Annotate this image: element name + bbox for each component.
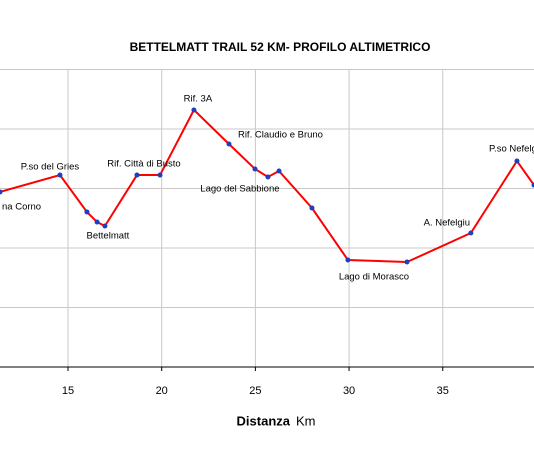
x-axis-label: Distanza — [237, 413, 291, 428]
point-label: A. Nefelgiu — [424, 218, 470, 229]
point-label: Lago di Morasco — [339, 272, 409, 283]
marker — [252, 166, 258, 172]
point-label: Rif. Città di Busto — [107, 159, 180, 170]
marker — [134, 172, 140, 178]
marker — [404, 259, 410, 265]
marker — [57, 172, 63, 178]
point-label: Rif. Claudio e Bruno — [238, 130, 323, 141]
marker — [468, 230, 474, 236]
marker — [84, 209, 90, 215]
point-label: Bettelmatt — [87, 231, 130, 242]
marker — [309, 205, 315, 211]
marker — [226, 141, 232, 147]
x-axis-unit: Km — [296, 413, 316, 428]
point-label: Rif. 3A — [184, 93, 213, 104]
marker — [0, 189, 3, 195]
marker — [157, 172, 163, 178]
marker — [265, 174, 271, 180]
chart-title: BETTELMATT TRAIL 52 KM- PROFILO ALTIMETR… — [130, 40, 431, 54]
marker — [345, 257, 351, 263]
marker — [514, 158, 520, 164]
marker — [94, 219, 100, 225]
marker — [191, 107, 197, 113]
marker — [531, 182, 534, 188]
point-label: P.so Nefelgiu — [489, 144, 534, 155]
x-tick-label: 35 — [437, 385, 449, 397]
x-tick-label: 30 — [343, 385, 355, 397]
x-tick-label: 15 — [62, 385, 74, 397]
marker — [276, 168, 282, 174]
marker — [102, 223, 108, 229]
x-tick-label: 25 — [249, 385, 261, 397]
point-label: Lago del Sabbione — [200, 183, 279, 194]
x-tick-label: 20 — [156, 385, 168, 397]
point-label: na Corno — [2, 201, 41, 212]
point-label: P.so del Gries — [21, 162, 80, 173]
